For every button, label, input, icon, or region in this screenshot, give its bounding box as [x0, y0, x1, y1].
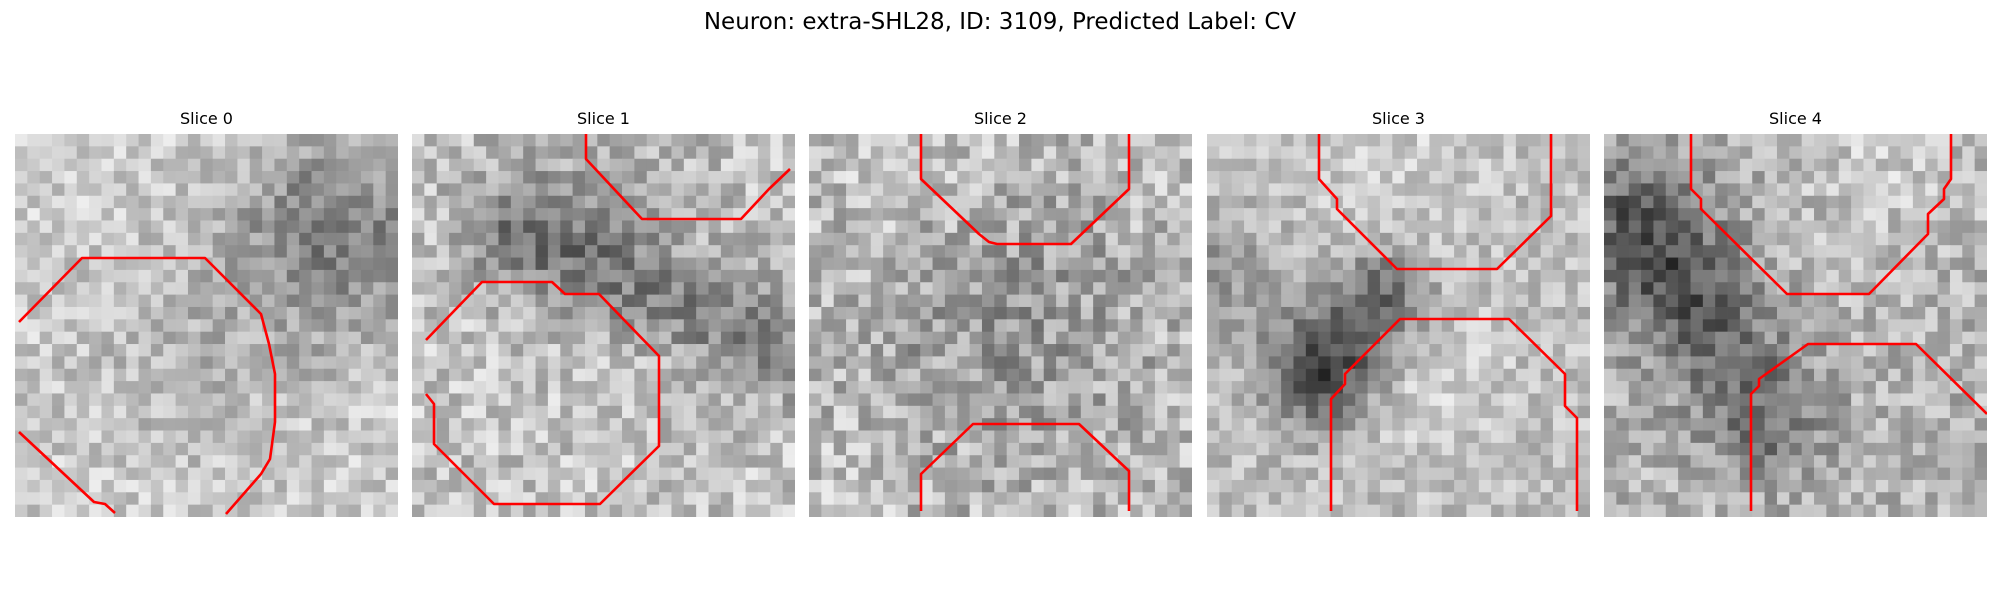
slice-panel-2: Slice 2 — [809, 108, 1192, 517]
contour-line-0-0 — [18, 256, 277, 515]
slice-title-0: Slice 0 — [180, 109, 233, 128]
contour-line-1-0 — [424, 280, 661, 506]
slice-title-2: Slice 2 — [974, 109, 1027, 128]
contour-line-4-0 — [1689, 134, 1953, 296]
slice-image-4 — [1604, 134, 1987, 517]
slice-panel-4: Slice 4 — [1604, 108, 1987, 517]
contour-line-2-0 — [919, 134, 1131, 246]
slice-pixels-2 — [809, 134, 1192, 517]
slice-pixels-0 — [15, 134, 398, 517]
slice-image-0 — [15, 134, 398, 517]
slice-pixels-3 — [1207, 134, 1590, 517]
contour-line-3-0 — [1317, 134, 1553, 271]
slice-pixels-4 — [1604, 134, 1987, 517]
contour-line-3-1 — [1329, 317, 1579, 511]
slice-title-4: Slice 4 — [1769, 109, 1822, 128]
slice-image-1 — [412, 134, 795, 517]
contour-line-4-1 — [1749, 342, 1987, 511]
figure-title: Neuron: extra-SHL28, ID: 3109, Predicted… — [703, 9, 1297, 35]
contour-line-1-1 — [584, 134, 791, 221]
slice-title-3: Slice 3 — [1372, 109, 1425, 128]
slice-image-3 — [1207, 134, 1590, 517]
slice-panel-1: Slice 1 — [412, 108, 795, 517]
contour-line-2-1 — [919, 422, 1131, 511]
slice-image-2 — [809, 134, 1192, 517]
slice-panel-3: Slice 3 — [1207, 108, 1590, 517]
slice-panel-0: Slice 0 — [15, 108, 398, 517]
slice-title-1: Slice 1 — [577, 109, 630, 128]
slice-pixels-1 — [412, 134, 795, 517]
contour-line-0-1 — [18, 431, 116, 514]
